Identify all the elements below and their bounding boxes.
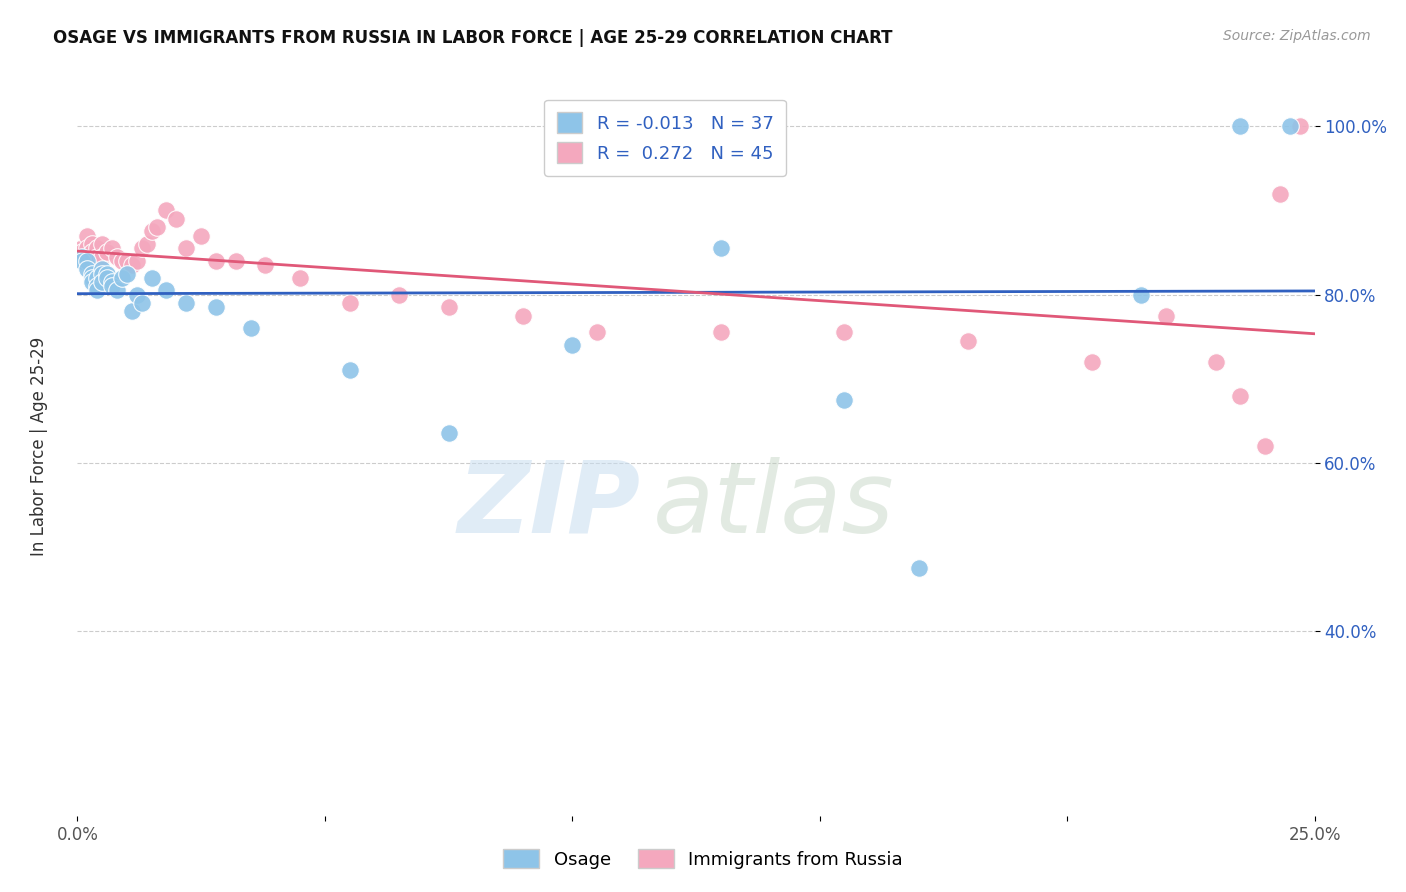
Point	[125, 287, 148, 301]
Point	[121, 304, 143, 318]
Point	[91, 237, 114, 252]
Point	[288, 270, 311, 285]
Point	[205, 253, 228, 268]
Point	[131, 241, 153, 255]
Point	[82, 237, 104, 252]
Point	[86, 279, 108, 293]
Text: Source: ZipAtlas.com: Source: ZipAtlas.com	[1223, 29, 1371, 43]
Point	[190, 228, 212, 243]
Point	[141, 270, 163, 285]
Point	[561, 338, 583, 352]
Text: ZIP: ZIP	[457, 457, 640, 554]
Point	[155, 284, 177, 298]
Point	[105, 284, 128, 298]
Point	[1081, 355, 1104, 369]
Point	[135, 237, 157, 252]
Point	[82, 245, 104, 260]
Point	[91, 250, 114, 264]
Point	[1278, 120, 1301, 134]
Point	[1254, 439, 1277, 453]
Text: In Labor Force | Age 25-29: In Labor Force | Age 25-29	[31, 336, 48, 556]
Text: OSAGE VS IMMIGRANTS FROM RUSSIA IN LABOR FORCE | AGE 25-29 CORRELATION CHART: OSAGE VS IMMIGRANTS FROM RUSSIA IN LABOR…	[53, 29, 893, 46]
Point	[76, 262, 98, 277]
Point	[86, 284, 108, 298]
Point	[82, 275, 104, 289]
Point	[76, 253, 98, 268]
Point	[239, 321, 262, 335]
Point	[96, 267, 118, 281]
Point	[1205, 355, 1227, 369]
Point	[82, 267, 104, 281]
Text: atlas: atlas	[652, 457, 894, 554]
Point	[76, 228, 98, 243]
Point	[1229, 388, 1251, 402]
Point	[86, 250, 108, 264]
Point	[111, 253, 134, 268]
Point	[105, 250, 128, 264]
Point	[1229, 120, 1251, 134]
Point	[339, 363, 361, 377]
Point	[101, 279, 124, 293]
Point	[225, 253, 247, 268]
Point	[957, 334, 980, 348]
Point	[72, 245, 94, 260]
Point	[437, 426, 460, 441]
Point	[111, 270, 134, 285]
Point	[907, 561, 929, 575]
Point	[1154, 309, 1177, 323]
Point	[72, 253, 94, 268]
Point	[72, 250, 94, 264]
Point	[512, 309, 534, 323]
Point	[165, 211, 187, 226]
Point	[131, 296, 153, 310]
Point	[1130, 287, 1153, 301]
Point	[437, 300, 460, 314]
Point	[91, 262, 114, 277]
Point	[205, 300, 228, 314]
Point	[155, 203, 177, 218]
Point	[91, 275, 114, 289]
Point	[586, 326, 609, 340]
Point	[82, 253, 104, 268]
Point	[710, 326, 733, 340]
Point	[101, 275, 124, 289]
Point	[174, 241, 197, 255]
Point	[834, 392, 856, 407]
Point	[145, 220, 167, 235]
Point	[91, 267, 114, 281]
Point	[115, 267, 138, 281]
Point	[96, 270, 118, 285]
Point	[1268, 186, 1291, 201]
Point	[254, 258, 277, 272]
Point	[86, 270, 108, 285]
Point	[121, 258, 143, 272]
Point	[174, 296, 197, 310]
Point	[86, 241, 108, 255]
Point	[115, 253, 138, 268]
Point	[834, 326, 856, 340]
Point	[388, 287, 411, 301]
Point	[72, 241, 94, 255]
Legend: R = -0.013   N = 37, R =  0.272   N = 45: R = -0.013 N = 37, R = 0.272 N = 45	[544, 100, 786, 176]
Point	[125, 253, 148, 268]
Point	[141, 224, 163, 238]
Point	[82, 270, 104, 285]
Point	[96, 245, 118, 260]
Point	[710, 241, 733, 255]
Legend: Osage, Immigrants from Russia: Osage, Immigrants from Russia	[496, 842, 910, 876]
Point	[1288, 120, 1310, 134]
Point	[339, 296, 361, 310]
Point	[76, 241, 98, 255]
Point	[101, 241, 124, 255]
